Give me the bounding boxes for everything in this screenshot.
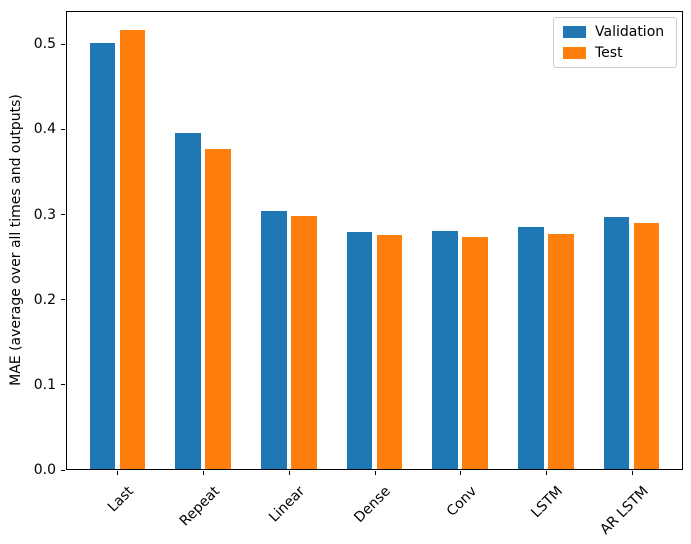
x-tick-label-last: Last xyxy=(105,483,138,516)
bar-conv-test xyxy=(462,237,489,469)
y-tick-mark xyxy=(61,469,65,471)
test-swatch xyxy=(563,47,586,59)
x-tick-label-ar-lstm: AR LSTM xyxy=(596,483,652,538)
bar-linear-validation xyxy=(260,210,287,469)
x-tick-label-conv: Conv xyxy=(443,483,480,520)
x-tick-label-repeat: Repeat xyxy=(176,483,223,530)
x-tick-mark xyxy=(288,471,290,475)
y-axis-label: MAE (average over all times and outputs) xyxy=(8,94,24,386)
x-tick-label-linear: Linear xyxy=(266,483,309,526)
legend: Validation Test xyxy=(553,17,678,68)
y-tick-label-0-1: 0.1 xyxy=(33,376,56,393)
y-tick-label-0-5: 0.5 xyxy=(33,36,56,53)
bar-linear-test xyxy=(290,216,317,469)
x-tick-mark xyxy=(203,471,205,475)
y-tick-mark xyxy=(61,43,65,45)
x-tick-label-dense: Dense xyxy=(351,483,395,526)
bar-lstm-validation xyxy=(518,227,544,469)
bar-lstm-test xyxy=(548,233,574,469)
y-tick-label-0-2: 0.2 xyxy=(33,291,56,308)
bar-ar-lstm-validation xyxy=(603,216,630,469)
y-tick-mark xyxy=(61,384,65,386)
x-tick-mark xyxy=(117,471,119,475)
bar-last-validation xyxy=(89,43,116,469)
bar-dense-validation xyxy=(346,232,373,469)
legend-item-test: Test xyxy=(563,46,664,60)
legend-label-validation: Validation xyxy=(595,24,665,40)
legend-label-test: Test xyxy=(595,45,623,61)
y-tick-mark xyxy=(61,128,65,130)
plot-area xyxy=(66,11,683,470)
y-tick-label-0-4: 0.4 xyxy=(33,121,56,138)
y-tick-label-0-3: 0.3 xyxy=(33,206,56,223)
y-tick-mark xyxy=(61,299,65,301)
validation-swatch xyxy=(563,26,586,38)
bar-last-test xyxy=(119,30,146,469)
y-tick-mark xyxy=(61,214,65,216)
bar-ar-lstm-test xyxy=(633,222,660,469)
x-tick-mark xyxy=(631,471,633,475)
legend-item-validation: Validation xyxy=(563,25,664,39)
x-tick-mark xyxy=(374,471,376,475)
bar-conv-validation xyxy=(432,231,459,469)
x-tick-mark xyxy=(460,471,462,475)
bar-repeat-validation xyxy=(175,133,201,469)
bar-dense-test xyxy=(376,234,403,469)
y-tick-label-0-0: 0.0 xyxy=(33,462,56,478)
x-tick-label-lstm: LSTM xyxy=(527,483,566,522)
bar-repeat-test xyxy=(205,148,231,469)
x-tick-mark xyxy=(545,471,547,475)
